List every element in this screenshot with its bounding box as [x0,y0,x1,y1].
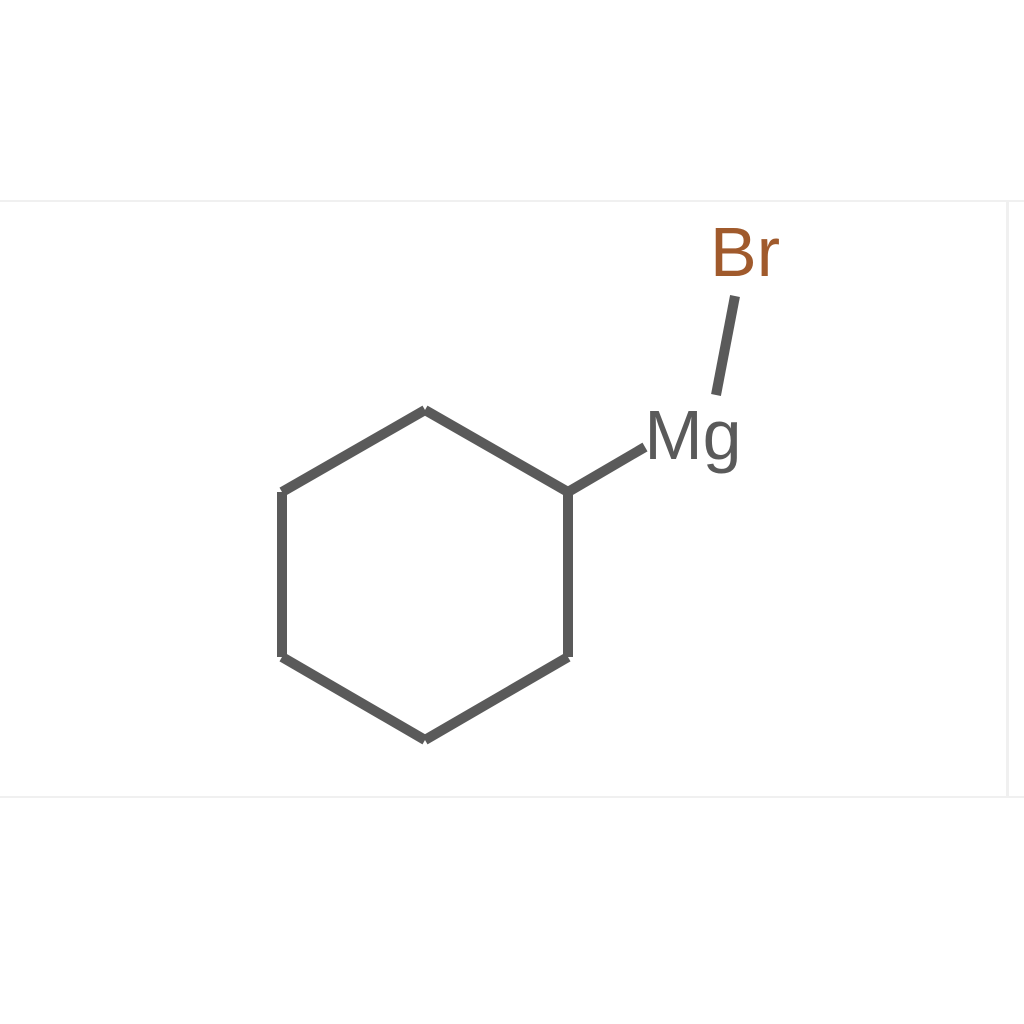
bond [425,410,568,492]
bond [716,296,735,395]
separator [1006,200,1009,796]
chemical-structure-canvas: Br Mg [0,0,1024,1024]
separator [0,796,1024,798]
bond [568,447,645,492]
separator [0,200,1024,202]
atom-label-mg: Mg [644,395,741,475]
bond-layer [0,0,1024,1024]
bond [282,410,425,492]
bond [425,657,568,740]
bond [282,657,425,740]
atom-label-br: Br [710,212,780,292]
